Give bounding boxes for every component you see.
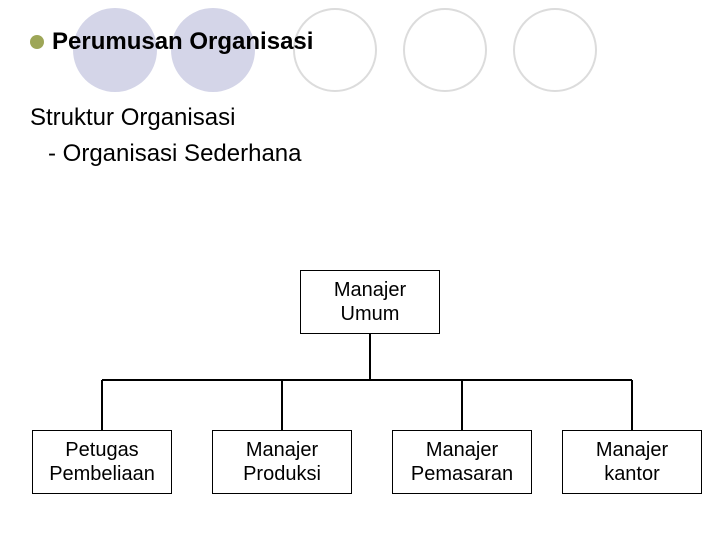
org-connector [101,380,103,430]
bullet-icon [30,35,44,49]
heading-row: Perumusan Organisasi [30,28,690,56]
org-connector [369,334,371,380]
org-node-c3: Manajer Pemasaran [392,430,532,494]
org-chart: Manajer Umum Petugas Pembeliaan Manajer Pr… [0,270,720,520]
sublist-prefix: - [48,140,63,167]
org-node-c1: Petugas Pembeliaan [32,430,172,494]
org-node-c2: Manajer Produksi [212,430,352,494]
org-node-root: Manajer Umum [300,270,440,334]
slide-content: Perumusan Organisasi Struktur Organisasi… [0,0,720,168]
org-node-c4: Manajer kantor [562,430,702,494]
subtitle-text: Struktur Organisasi [30,104,690,132]
heading-text: Perumusan Organisasi [52,28,313,56]
sublist-item: - Organisasi Sederhana [30,140,690,168]
sublist-text: Organisasi Sederhana [63,140,302,167]
org-connector [281,380,283,430]
org-connector [631,380,633,430]
org-connector [102,379,632,381]
org-connector [461,380,463,430]
